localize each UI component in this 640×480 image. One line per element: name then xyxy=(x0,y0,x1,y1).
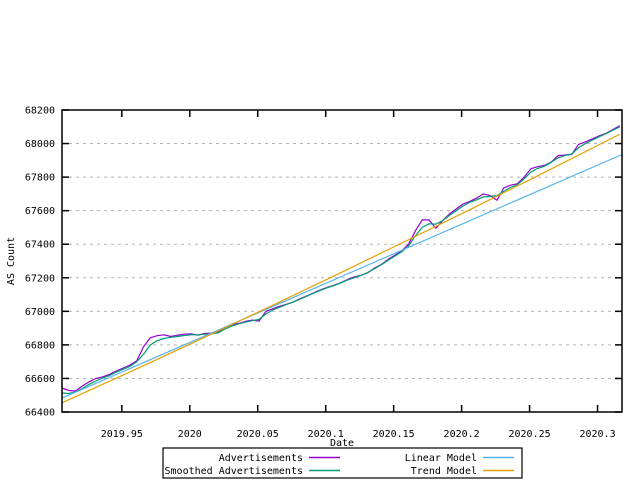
y-tick-label: 68000 xyxy=(25,139,55,150)
x-tick-label: 2020.25 xyxy=(508,429,550,440)
legend-label-advertisements: Advertisements xyxy=(219,453,303,464)
y-tick-label: 66600 xyxy=(25,374,55,385)
y-tick-label: 68200 xyxy=(25,106,55,117)
series-trend-model xyxy=(61,133,620,404)
x-tick-label: 2019.95 xyxy=(101,429,143,440)
legend: Advertisements Smoothed Advertisements Lin… xyxy=(162,447,523,479)
legend-label-smoothed-advertisements: Smoothed Advertisements xyxy=(165,466,303,477)
x-tick-label: 2020.2 xyxy=(444,429,480,440)
y-axis-title: AS Count xyxy=(6,237,17,285)
x-tick-label: 2020.15 xyxy=(373,429,415,440)
x-tick-label: 2020.05 xyxy=(237,429,279,440)
legend-label-trend-model: Trend Model xyxy=(411,466,477,477)
x-tick-label: 2020.3 xyxy=(579,429,615,440)
y-tick-label: 67800 xyxy=(25,173,55,184)
legend-label-linear-model: Linear Model xyxy=(405,453,477,464)
x-tick-label: 2020.1 xyxy=(308,429,344,440)
y-tick-label: 67600 xyxy=(25,206,55,217)
y-tick-label: 66400 xyxy=(25,408,55,419)
y-tick-label: 67200 xyxy=(25,273,55,284)
plot-border xyxy=(61,109,623,413)
legend-box xyxy=(162,447,523,479)
series-linear-model xyxy=(61,153,623,399)
x-axis-title: Date xyxy=(330,438,354,449)
y-tick-label: 66800 xyxy=(25,340,55,351)
y-tick-label: 67000 xyxy=(25,307,55,318)
x-tick-label: 2020 xyxy=(178,429,202,440)
y-tick-label: 67400 xyxy=(25,240,55,251)
series-smoothed-advertisements xyxy=(61,126,620,395)
